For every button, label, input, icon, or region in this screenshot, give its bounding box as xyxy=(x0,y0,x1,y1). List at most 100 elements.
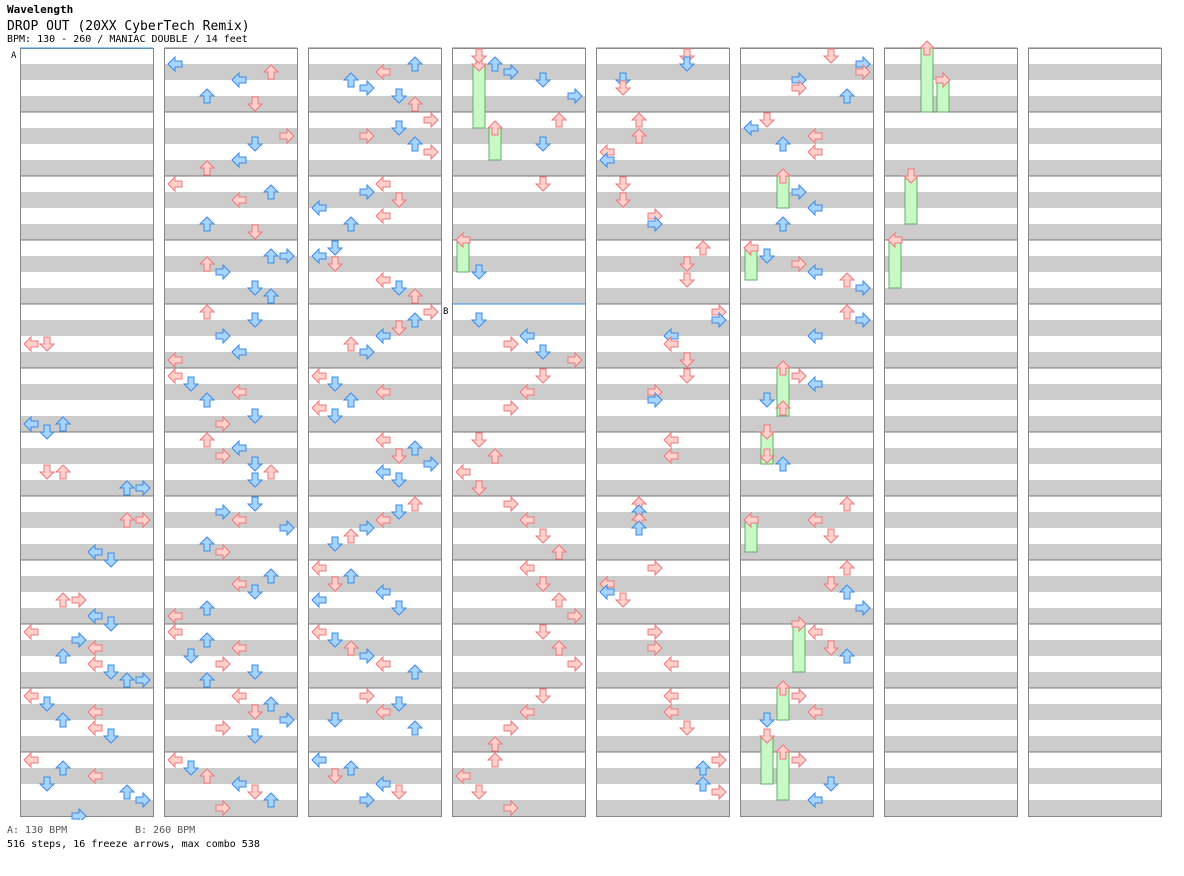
step-arrow xyxy=(246,784,264,800)
step-arrow xyxy=(663,431,679,449)
step-arrow xyxy=(406,288,424,304)
step-arrow xyxy=(807,511,823,529)
step-arrow xyxy=(118,512,136,528)
step-arrow xyxy=(375,175,391,193)
step-arrow xyxy=(647,215,663,233)
artist-name: Wavelength xyxy=(7,3,74,16)
step-arrow xyxy=(630,128,648,144)
step-arrow xyxy=(807,127,823,145)
step-arrow xyxy=(791,751,807,769)
step-arrow xyxy=(663,687,679,705)
step-arrow xyxy=(375,271,391,289)
step-arrow xyxy=(71,631,87,649)
step-arrow xyxy=(663,655,679,673)
step-arrow xyxy=(534,688,552,704)
step-arrow xyxy=(678,272,696,288)
step-arrow xyxy=(54,464,72,480)
freeze-arrow xyxy=(758,728,776,785)
step-arrow xyxy=(262,696,280,712)
step-arrow xyxy=(375,463,391,481)
step-arrow xyxy=(118,672,136,688)
step-arrow xyxy=(359,519,375,537)
step-arrow xyxy=(503,799,519,817)
step-arrow xyxy=(486,736,504,752)
step-arrow xyxy=(390,504,408,520)
step-arrow xyxy=(215,655,231,673)
freeze-arrow xyxy=(486,120,504,161)
freeze-arrow xyxy=(774,680,792,721)
step-arrow xyxy=(23,751,39,769)
step-arrow xyxy=(279,127,295,145)
step-arrow xyxy=(774,216,792,232)
freeze-arrow xyxy=(791,615,807,673)
step-arrow xyxy=(599,583,615,601)
step-arrow xyxy=(807,703,823,721)
step-arrow xyxy=(246,496,264,512)
step-arrow xyxy=(262,248,280,264)
step-arrow xyxy=(231,775,247,793)
step-arrow xyxy=(38,776,56,792)
step-arrow xyxy=(822,48,840,64)
step-arrow xyxy=(614,192,632,208)
step-arrow xyxy=(23,687,39,705)
step-arrow xyxy=(23,415,39,433)
step-arrow xyxy=(855,599,871,617)
step-arrow xyxy=(774,400,792,416)
step-arrow xyxy=(279,711,295,729)
step-arrow xyxy=(326,632,344,648)
step-arrow xyxy=(838,272,856,288)
step-arrow xyxy=(359,79,375,97)
step-arrow xyxy=(390,192,408,208)
step-arrow xyxy=(279,247,295,265)
step-arrow xyxy=(23,623,39,641)
chart-column xyxy=(740,47,874,817)
chart-column xyxy=(20,47,154,817)
step-arrow xyxy=(390,88,408,104)
step-arrow xyxy=(246,584,264,600)
step-arrow xyxy=(231,151,247,169)
step-arrow xyxy=(470,48,488,64)
freeze-arrow xyxy=(774,744,792,801)
bpm-change-label: B xyxy=(443,307,448,317)
step-arrow xyxy=(215,447,231,465)
step-arrow xyxy=(311,559,327,577)
step-arrow xyxy=(375,431,391,449)
step-arrow xyxy=(647,391,663,409)
step-arrow xyxy=(38,464,56,480)
step-arrow xyxy=(455,767,471,785)
step-arrow xyxy=(743,239,759,257)
step-arrow xyxy=(311,623,327,641)
step-arrow xyxy=(215,415,231,433)
step-arrow xyxy=(390,120,408,136)
step-arrow xyxy=(87,703,103,721)
step-arrow xyxy=(375,383,391,401)
step-arrow xyxy=(23,335,39,353)
chart-info: BPM: 130 - 260 / MANIAC DOUBLE / 14 feet xyxy=(7,34,248,45)
step-arrow xyxy=(390,448,408,464)
step-arrow xyxy=(198,216,216,232)
step-arrow xyxy=(694,240,712,256)
step-arrow xyxy=(167,607,183,625)
freeze-arrow xyxy=(935,71,951,113)
step-arrow xyxy=(743,119,759,137)
step-arrow xyxy=(647,559,663,577)
step-arrow xyxy=(87,639,103,657)
step-arrow xyxy=(231,575,247,593)
step-arrow xyxy=(550,544,568,560)
step-arrow xyxy=(423,143,439,161)
step-arrow xyxy=(87,719,103,737)
step-arrow xyxy=(102,728,120,744)
step-arrow xyxy=(262,792,280,808)
step-arrow xyxy=(663,703,679,721)
step-arrow xyxy=(503,399,519,417)
step-arrow xyxy=(758,712,776,728)
step-arrow xyxy=(342,568,360,584)
step-arrow xyxy=(246,456,264,472)
step-arrow xyxy=(198,304,216,320)
step-arrow xyxy=(359,791,375,809)
step-arrow xyxy=(182,760,200,776)
step-arrow xyxy=(198,600,216,616)
step-arrow xyxy=(87,543,103,561)
step-arrow xyxy=(406,136,424,152)
step-arrow xyxy=(838,648,856,664)
